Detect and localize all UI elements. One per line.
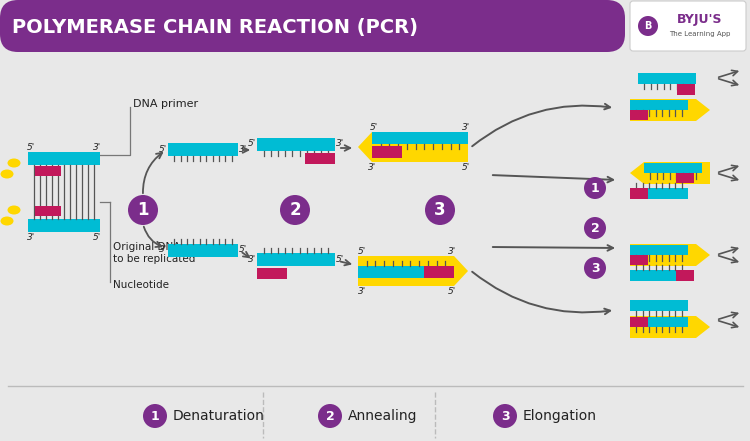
Bar (424, 266, 454, 278)
Bar (630, 255, 648, 265)
Circle shape (425, 195, 455, 225)
Bar (630, 270, 688, 281)
Text: 5': 5' (448, 287, 456, 295)
Text: 5': 5' (336, 254, 344, 264)
Bar (630, 317, 648, 327)
Text: 3': 3' (368, 162, 376, 172)
Text: POLYMERASE CHAIN REACTION (PCR): POLYMERASE CHAIN REACTION (PCR) (12, 19, 418, 37)
Text: Original DNA
to be replicated: Original DNA to be replicated (113, 242, 195, 264)
Ellipse shape (8, 206, 20, 214)
Circle shape (143, 404, 167, 428)
Bar (630, 188, 648, 199)
Text: B: B (644, 21, 652, 31)
Text: 3': 3' (238, 145, 248, 153)
Bar (644, 163, 702, 173)
Circle shape (584, 257, 606, 279)
Text: 3: 3 (501, 410, 509, 422)
Ellipse shape (1, 217, 13, 225)
Text: 3': 3' (358, 287, 366, 295)
Ellipse shape (8, 158, 20, 168)
FancyBboxPatch shape (0, 0, 625, 52)
Bar (168, 244, 238, 257)
Bar (630, 317, 688, 327)
Bar (257, 253, 335, 266)
Bar (630, 300, 688, 311)
Bar (638, 73, 696, 84)
Bar (257, 138, 335, 151)
Polygon shape (630, 244, 710, 266)
Text: 1: 1 (137, 201, 148, 219)
Circle shape (318, 404, 342, 428)
Text: 1: 1 (151, 410, 159, 422)
Polygon shape (630, 162, 710, 184)
Text: 2: 2 (591, 221, 599, 235)
Bar (305, 153, 335, 164)
Text: The Learning App: The Learning App (669, 31, 730, 37)
Text: 3: 3 (434, 201, 445, 219)
Text: 3': 3' (448, 247, 456, 255)
Text: 3': 3' (93, 142, 101, 152)
FancyBboxPatch shape (630, 1, 746, 51)
Polygon shape (358, 256, 468, 286)
Text: 3': 3' (462, 123, 470, 131)
Bar (28, 219, 100, 232)
Bar (630, 100, 688, 110)
Text: 5': 5' (93, 233, 101, 243)
Text: 5': 5' (248, 139, 256, 149)
Ellipse shape (1, 169, 13, 179)
Text: 2: 2 (326, 410, 334, 422)
Bar (35, 166, 61, 176)
Text: 5': 5' (358, 247, 366, 255)
Text: Denaturation: Denaturation (173, 409, 265, 423)
Bar (372, 132, 468, 144)
Text: 5': 5' (27, 142, 35, 152)
Text: BYJU'S: BYJU'S (677, 14, 723, 26)
Text: 3: 3 (591, 262, 599, 274)
Text: 3': 3' (248, 254, 256, 264)
Circle shape (638, 16, 658, 36)
Circle shape (584, 177, 606, 199)
Polygon shape (358, 132, 468, 162)
Circle shape (128, 195, 158, 225)
Text: 3': 3' (27, 233, 35, 243)
Bar (676, 270, 694, 281)
Text: Annealing: Annealing (348, 409, 418, 423)
Text: 3': 3' (336, 139, 344, 149)
Text: DNA primer: DNA primer (133, 99, 198, 109)
Bar (257, 268, 287, 279)
Text: 5': 5' (238, 246, 248, 254)
Bar (676, 173, 694, 183)
Circle shape (584, 217, 606, 239)
Text: 5': 5' (159, 145, 167, 153)
Polygon shape (630, 316, 710, 338)
Bar (372, 146, 402, 158)
Text: 2: 2 (290, 201, 301, 219)
Bar (630, 110, 648, 120)
Circle shape (280, 195, 310, 225)
Bar (630, 245, 688, 255)
Bar (168, 143, 238, 156)
Text: 5': 5' (370, 123, 378, 131)
Text: Nucleotide: Nucleotide (113, 280, 169, 290)
Text: 3': 3' (159, 246, 167, 254)
Bar (630, 188, 688, 199)
Bar (35, 206, 61, 216)
Bar (358, 266, 454, 278)
Text: 1: 1 (591, 182, 599, 194)
Circle shape (493, 404, 517, 428)
Text: 5': 5' (462, 162, 470, 172)
Polygon shape (630, 99, 710, 121)
Bar (28, 152, 100, 165)
Bar (677, 84, 695, 95)
Text: Elongation: Elongation (523, 409, 597, 423)
